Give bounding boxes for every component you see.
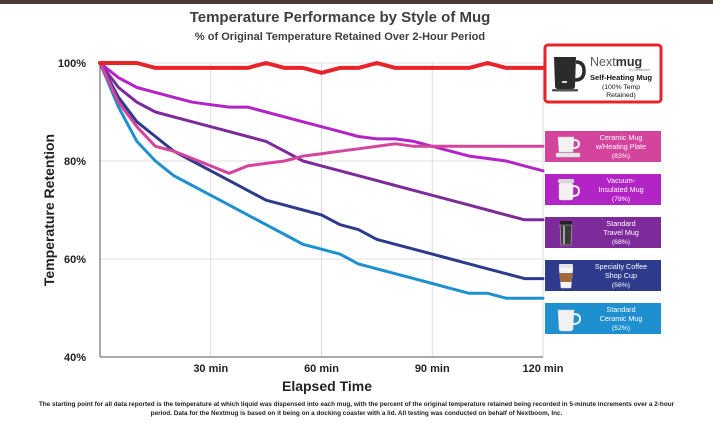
legend-mug-icon (555, 136, 581, 158)
nextmug-brand: Nextmug (590, 55, 642, 69)
x-tick-label-1: 60 min (304, 363, 339, 375)
series-line-standard-ceramic-mug (98, 61, 545, 300)
legend-mug-icon (557, 309, 582, 332)
series-line-nextmug-self-heating-mug (98, 61, 545, 75)
chart-title: Temperature Performance by Style of Mug (190, 9, 491, 26)
legend-label-line-1: Specialty Coffee (595, 262, 647, 271)
y-tick-label-0: 40% (64, 352, 86, 364)
nextmug-brand-bold: mug (616, 55, 642, 69)
series-line-vacuum-insulated-mug (98, 61, 545, 173)
nextmug-callout: Nextmug by Nextboom Self-Heating Mug (10… (543, 43, 663, 104)
legend-mug-icon (558, 264, 574, 289)
legend-value: (78%) (612, 196, 630, 203)
legend-value: (83%) (612, 153, 630, 160)
x-tick-label-0: 30 min (193, 363, 228, 375)
y-axis-title: Temperature Retention (41, 134, 57, 286)
x-axis-title: Elapsed Time (282, 378, 372, 394)
legend-label-line-2: Ceramic Mug (600, 314, 643, 323)
legend-label-line-2: Travel Mug (603, 228, 639, 237)
series-line-standard-travel-mug (98, 61, 545, 222)
chart-subtitle: % of Original Temperature Retained Over … (195, 31, 485, 43)
legend-value: (68%) (612, 239, 630, 246)
gridlines (100, 62, 544, 357)
legend-value: (52%) (612, 325, 630, 332)
legend-label-line-1: Standard (606, 219, 635, 228)
top-border (0, 0, 713, 4)
nextmug-mug-icon (552, 57, 586, 92)
series-line-ceramic-mug-w-heating-plate (98, 61, 545, 175)
legend-mug-icon (559, 221, 573, 246)
y-tick-labels: 40% 60% 80% 100% (58, 58, 86, 364)
series-lines (98, 61, 545, 300)
nextmug-brand-sub: by Nextboom (629, 68, 650, 72)
y-tick-label-2: 80% (64, 156, 86, 168)
legend-label-line-2: Insulated Mug (598, 185, 643, 194)
legend-label-line-2: Shop Cup (605, 271, 637, 280)
y-tick-label-1: 60% (64, 254, 86, 266)
nextmug-brand-light: Next (590, 55, 616, 69)
nextmug-detail-line-2: Retained) (606, 92, 635, 99)
chart: Temperature Performance by Style of Mug … (41, 9, 663, 394)
y-tick-label-3: 100% (58, 58, 86, 70)
footnote: The starting point for all data reported… (38, 401, 675, 417)
x-tick-labels: 30 min 60 min 90 min 120 min (193, 363, 563, 375)
nextmug-detail-line-1: (100% Temp (602, 84, 640, 91)
legend-label-line-1: Standard (606, 305, 635, 314)
x-tick-label-3: 120 min (523, 363, 564, 375)
legend-label-line-2: w/Heating Plate (595, 142, 646, 151)
legend-label-line-1: Ceramic Mug (600, 133, 643, 142)
legend-value: (56%) (612, 282, 630, 289)
legend-item-1: Vacuum-Insulated Mug (78%) (545, 174, 661, 205)
legend-label-line-1: Vacuum- (607, 176, 636, 185)
x-tick-label-2: 90 min (415, 363, 450, 375)
nextmug-name: Self-Heating Mug (590, 73, 652, 82)
legend-mug-icon (558, 179, 581, 201)
axes (99, 63, 543, 358)
